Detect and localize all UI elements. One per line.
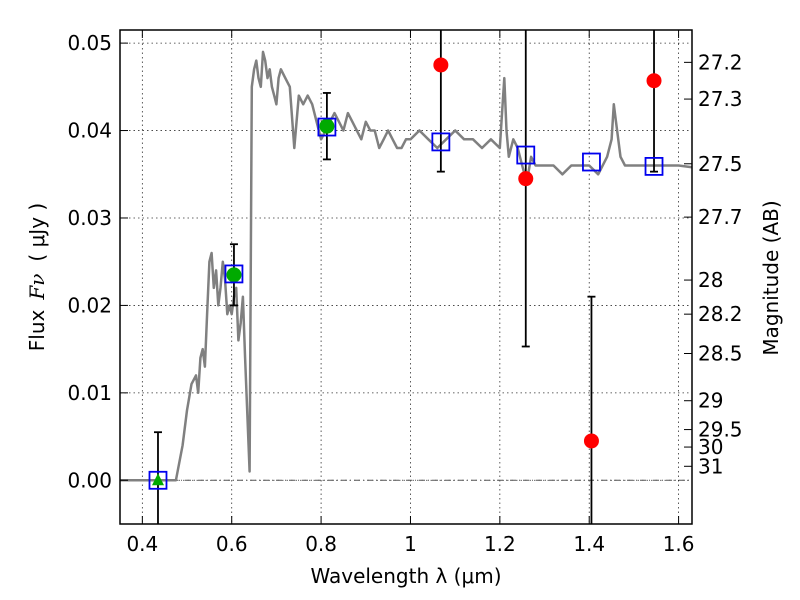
y-tick-label: 0.00 (67, 468, 112, 492)
observed-points (151, 57, 662, 486)
magnitude-tick-label: 27.3 (698, 87, 743, 111)
plot-frame (119, 29, 693, 525)
grid-lines (120, 30, 692, 524)
magnitude-tick-label: 28 (698, 268, 723, 292)
x-axis-title: Wavelength λ (μm) (310, 564, 501, 588)
error-bars (153, 30, 659, 524)
y-tick-label: 0.03 (67, 206, 112, 230)
y-axis-title-symbol: Fν (25, 274, 49, 301)
y-tick-label: 0.05 (67, 31, 112, 55)
magnitude-tick-label: 31 (698, 454, 723, 478)
y-axis-right-title: Magnitude (AB) (759, 200, 783, 355)
magnitude-tick-label: 28.5 (698, 342, 743, 366)
x-tick-label: 1.4 (573, 532, 605, 556)
observed-point (226, 267, 242, 283)
observed-point (433, 57, 449, 73)
y-tick-label: 0.02 (67, 293, 112, 317)
observed-point-triangle (151, 473, 164, 486)
magnitude-tick-label: 27.2 (698, 50, 743, 74)
model-point-square (317, 117, 337, 137)
model-point-square (516, 145, 536, 165)
observed-point (319, 118, 335, 134)
x-axis: 0.4 0.6 0.8 1 1.2 1.4 1.6 (126, 30, 695, 556)
observed-point (518, 171, 534, 187)
x-tick-label: 0.4 (126, 532, 158, 556)
y-tick-label: 0.04 (67, 119, 112, 143)
model-points (148, 117, 664, 490)
model-point-square (148, 470, 168, 490)
model-point-square (582, 152, 601, 172)
x-tick-label: 0.6 (216, 532, 248, 556)
magnitude-tick-label: 30 (698, 435, 723, 459)
x-tick-label: 1 (404, 532, 417, 556)
magnitude-tick-label: 29.5 (698, 418, 743, 442)
y-axis-title: Flux Fν ( μJy ) (25, 203, 49, 351)
x-tick-label: 1.2 (484, 532, 516, 556)
x-tick-label: 0.8 (305, 532, 337, 556)
magnitude-tick-label: 27.5 (698, 152, 743, 176)
model-point-square (431, 132, 451, 152)
observed-point (583, 433, 599, 449)
y-axis-title-prefix: Flux (25, 309, 49, 351)
x-tick-label: 1.6 (663, 532, 695, 556)
observed-point (646, 73, 662, 89)
y-axis-left: 0.00 0.01 0.02 0.03 0.04 0.05 (67, 31, 128, 492)
model-point-square (224, 264, 244, 284)
magnitude-tick-label: 28.2 (698, 302, 743, 326)
y-axis-title-unit: ( μJy ) (25, 203, 49, 262)
model-point-square (644, 156, 664, 176)
magnitude-tick-label: 27.7 (698, 205, 743, 229)
magnitude-tick-label: 29 (698, 389, 723, 413)
y-tick-label: 0.01 (67, 381, 112, 405)
sed-model-curve (120, 50, 692, 482)
